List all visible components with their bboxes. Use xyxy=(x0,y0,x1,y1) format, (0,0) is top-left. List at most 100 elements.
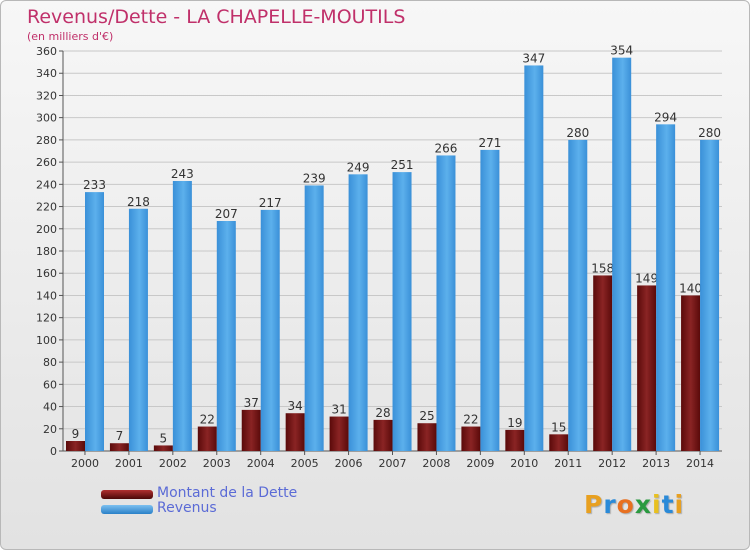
bar-revenus xyxy=(568,139,588,451)
x-tick-label: 2013 xyxy=(642,457,670,470)
data-label-dette: 149 xyxy=(635,271,658,285)
logo-letter: t xyxy=(661,490,675,519)
data-label-revenus: 354 xyxy=(610,44,633,58)
y-tick-label: 0 xyxy=(50,445,57,458)
chart-subtitle: (en milliers d'€) xyxy=(27,30,114,43)
data-label-dette: 28 xyxy=(375,406,390,420)
logo-letter: i xyxy=(674,490,685,519)
bar-revenus xyxy=(348,174,368,452)
y-tick-label: 80 xyxy=(43,356,57,369)
bar-revenus xyxy=(172,181,192,451)
legend-swatch-revenus xyxy=(101,505,153,514)
x-tick-label: 2014 xyxy=(686,457,714,470)
bar-dette xyxy=(153,445,173,451)
logo-letter: i xyxy=(652,490,662,519)
data-label-dette: 34 xyxy=(288,399,303,413)
data-label-dette: 15 xyxy=(551,420,566,434)
x-tick-label: 2009 xyxy=(466,457,494,470)
data-label-dette: 158 xyxy=(591,261,614,275)
bar-dette xyxy=(373,419,393,451)
bar-revenus xyxy=(524,65,544,451)
data-label-revenus: 251 xyxy=(391,158,414,172)
bar-revenus xyxy=(656,124,676,451)
data-label-revenus: 217 xyxy=(259,196,282,210)
data-label-revenus: 280 xyxy=(566,126,589,140)
bar-dette xyxy=(593,275,613,451)
legend-label-revenus: Revenus xyxy=(157,500,217,516)
data-label-revenus: 347 xyxy=(522,51,545,65)
y-tick-label: 220 xyxy=(36,201,57,214)
bar-dette xyxy=(66,441,85,451)
data-label-revenus: 266 xyxy=(435,141,458,155)
data-label-dette: 19 xyxy=(507,416,522,430)
proxiti-logo: Proxiti xyxy=(584,490,684,519)
data-label-dette: 22 xyxy=(463,413,478,427)
x-tick-label: 2012 xyxy=(598,457,626,470)
data-label-revenus: 249 xyxy=(347,160,370,174)
data-label-revenus: 207 xyxy=(215,207,238,221)
logo-letter: r xyxy=(603,490,617,519)
data-label-dette: 5 xyxy=(160,431,168,445)
bar-dette xyxy=(285,413,305,451)
y-tick-label: 240 xyxy=(36,178,57,191)
x-tick-label: 2008 xyxy=(422,457,450,470)
y-tick-label: 260 xyxy=(36,156,57,169)
x-tick-label: 2002 xyxy=(159,457,187,470)
bar-dette xyxy=(549,434,569,451)
bar-revenus xyxy=(85,192,104,451)
bar-dette xyxy=(681,295,701,451)
y-tick-label: 40 xyxy=(43,401,57,414)
logo-letter: P xyxy=(584,490,604,519)
legend-swatch-dette xyxy=(101,490,153,499)
y-tick-label: 200 xyxy=(36,223,57,236)
x-tick-label: 2011 xyxy=(554,457,582,470)
y-tick-label: 340 xyxy=(36,67,57,80)
data-label-revenus: 243 xyxy=(171,167,194,181)
bar-revenus xyxy=(304,185,324,451)
bar-dette xyxy=(637,285,657,451)
x-tick-label: 2006 xyxy=(335,457,363,470)
data-label-revenus: 294 xyxy=(654,110,677,124)
data-label-dette: 7 xyxy=(116,429,124,443)
x-tick-label: 2010 xyxy=(510,457,538,470)
logo-letter: x xyxy=(634,490,652,519)
data-label-dette: 9 xyxy=(72,427,80,441)
bar-revenus xyxy=(128,208,148,451)
bar-dette xyxy=(197,426,217,451)
chart-title: Revenus/Dette - LA CHAPELLE-MOUTILS xyxy=(27,6,406,28)
y-tick-label: 20 xyxy=(43,423,57,436)
bar-dette xyxy=(505,429,525,451)
bar-dette xyxy=(461,426,481,451)
y-tick-label: 120 xyxy=(36,312,57,325)
data-label-dette: 37 xyxy=(244,396,259,410)
data-label-revenus: 233 xyxy=(83,178,106,192)
y-tick-label: 320 xyxy=(36,89,57,102)
y-tick-label: 60 xyxy=(43,378,57,391)
bar-revenus xyxy=(216,221,236,451)
bar-dette xyxy=(417,423,437,451)
data-label-revenus: 239 xyxy=(303,171,326,185)
y-tick-label: 160 xyxy=(36,267,57,280)
bar-revenus xyxy=(612,57,632,452)
bar-dette xyxy=(329,416,349,451)
data-label-dette: 140 xyxy=(679,281,702,295)
y-tick-label: 100 xyxy=(36,334,57,347)
bar-revenus xyxy=(436,155,456,451)
x-tick-label: 2001 xyxy=(115,457,143,470)
bar-dette xyxy=(241,409,261,451)
logo-letter: o xyxy=(616,490,635,519)
data-label-dette: 22 xyxy=(200,413,215,427)
data-label-revenus: 218 xyxy=(127,195,150,209)
x-tick-label: 2003 xyxy=(203,457,231,470)
y-tick-label: 300 xyxy=(36,112,57,125)
y-tick-label: 280 xyxy=(36,134,57,147)
legend-label-dette: Montant de la Dette xyxy=(157,485,298,501)
data-label-dette: 31 xyxy=(331,403,346,417)
x-tick-label: 2005 xyxy=(291,457,319,470)
x-tick-label: 2007 xyxy=(379,457,407,470)
data-label-revenus: 280 xyxy=(698,126,721,140)
x-tick-label: 2004 xyxy=(247,457,275,470)
bar-revenus xyxy=(480,149,500,451)
